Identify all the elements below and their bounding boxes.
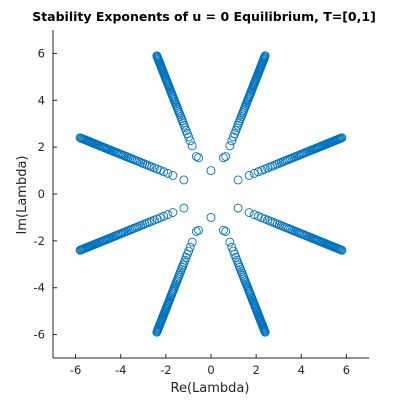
data-point <box>245 209 253 217</box>
data-point <box>169 171 177 179</box>
data-point <box>188 142 196 150</box>
chart-title: Stability Exponents of u = 0 Equilibrium… <box>32 9 376 24</box>
data-point <box>195 154 203 162</box>
x-tick-label: 6 <box>343 363 350 377</box>
y-tick-label: 6 <box>38 46 45 60</box>
y-tick-label: -4 <box>34 281 45 295</box>
data-point <box>207 167 215 175</box>
axes <box>53 30 369 358</box>
data-point <box>180 176 188 184</box>
data-point <box>169 209 177 217</box>
y-tick-label: 0 <box>38 187 45 201</box>
y-tick-label: 4 <box>38 93 45 107</box>
x-tick-label: 4 <box>298 363 305 377</box>
data-point <box>207 213 215 221</box>
y-tick-label: 2 <box>38 140 45 154</box>
data-point <box>188 238 196 246</box>
x-tick-label: 0 <box>207 363 214 377</box>
y-tick-label: -6 <box>34 328 45 342</box>
data-point <box>219 154 227 162</box>
data-point <box>180 204 188 212</box>
data-point <box>195 226 203 234</box>
ticks: -6 -4 -2 0 2 4 6 -6 -4 -2 0 2 4 6 <box>34 46 351 377</box>
data-point <box>219 226 227 234</box>
x-tick-label: -4 <box>115 363 126 377</box>
data-point <box>226 238 234 246</box>
data-point <box>234 176 242 184</box>
data-point <box>234 204 242 212</box>
y-axis-label: Im(Lambda) <box>15 156 30 235</box>
data-point <box>226 142 234 150</box>
y-tick-label: -2 <box>34 234 45 248</box>
data-points <box>76 52 346 336</box>
data-point <box>245 171 253 179</box>
x-axis-label: Re(Lambda) <box>171 381 250 396</box>
x-tick-label: -6 <box>70 363 81 377</box>
x-tick-label: -2 <box>160 363 171 377</box>
x-tick-label: 2 <box>252 363 259 377</box>
